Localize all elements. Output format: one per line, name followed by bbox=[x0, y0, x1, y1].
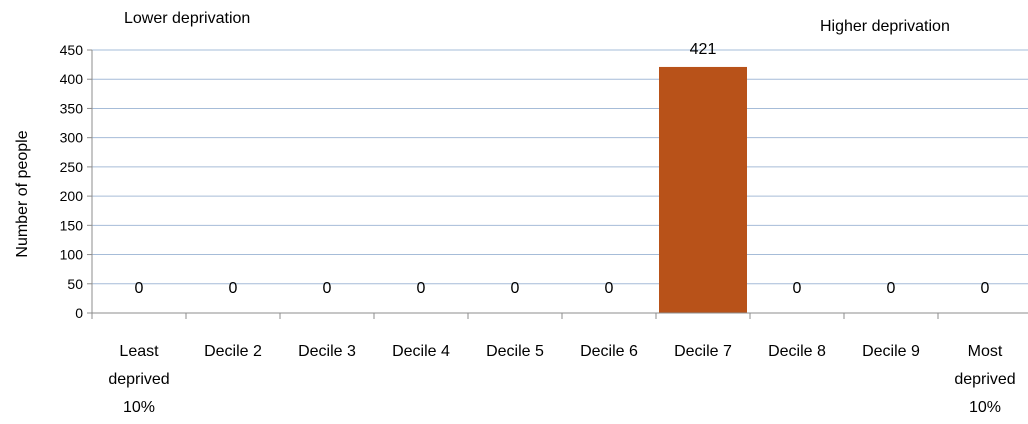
data-label-10: 0 bbox=[981, 280, 990, 297]
bars bbox=[659, 66, 747, 314]
y-tick-label: 150 bbox=[60, 217, 84, 233]
axes: 0 50 100 150 200 250 300 350 400 450 Least deprived… bbox=[60, 42, 1028, 416]
data-label-7: 421 bbox=[690, 41, 717, 58]
y-tick-label: 50 bbox=[67, 276, 83, 292]
gridlines bbox=[92, 49, 1028, 285]
y-axis-title: Number of people bbox=[14, 130, 31, 257]
y-tick-label: 300 bbox=[60, 130, 84, 146]
bar-7 bbox=[659, 66, 747, 314]
data-label-8: 0 bbox=[793, 280, 802, 297]
y-tick-label: 200 bbox=[60, 188, 84, 204]
x-tick-label: Decile 7 bbox=[674, 343, 732, 360]
x-tick-label: deprived bbox=[954, 371, 1015, 388]
annotation-lower-deprivation: Lower deprivation bbox=[124, 10, 251, 27]
x-tick-label: Decile 4 bbox=[392, 343, 450, 360]
y-tick-label: 250 bbox=[60, 159, 84, 175]
annotation-higher-deprivation: Higher deprivation bbox=[820, 18, 950, 35]
data-label-5: 0 bbox=[511, 280, 520, 297]
x-tick-label: Decile 6 bbox=[580, 343, 638, 360]
x-tick-label: 10% bbox=[123, 399, 155, 416]
x-tick-label: Decile 2 bbox=[204, 343, 262, 360]
data-label-2: 0 bbox=[229, 280, 238, 297]
data-label-1: 0 bbox=[135, 280, 144, 297]
data-labels: 0 0 0 0 0 0 421 0 0 0 bbox=[135, 41, 990, 297]
x-tick-label: Least bbox=[119, 343, 159, 360]
data-label-3: 0 bbox=[323, 280, 332, 297]
x-tick-label: 10% bbox=[969, 399, 1001, 416]
x-tick-label: Decile 5 bbox=[486, 343, 544, 360]
x-tick-label: deprived bbox=[108, 371, 169, 388]
x-tick-label: Decile 3 bbox=[298, 343, 356, 360]
data-label-4: 0 bbox=[417, 280, 426, 297]
x-tick-label: Most bbox=[968, 343, 1003, 360]
x-tick-label: Decile 9 bbox=[862, 343, 920, 360]
y-tick-label: 350 bbox=[60, 100, 84, 116]
data-label-9: 0 bbox=[887, 280, 896, 297]
data-label-6: 0 bbox=[605, 280, 614, 297]
y-tick-label: 0 bbox=[75, 305, 83, 321]
y-tick-label: 450 bbox=[60, 42, 84, 58]
y-tick-label: 400 bbox=[60, 71, 84, 87]
y-tick-label: 100 bbox=[60, 247, 84, 263]
x-tick-label: Decile 8 bbox=[768, 343, 826, 360]
